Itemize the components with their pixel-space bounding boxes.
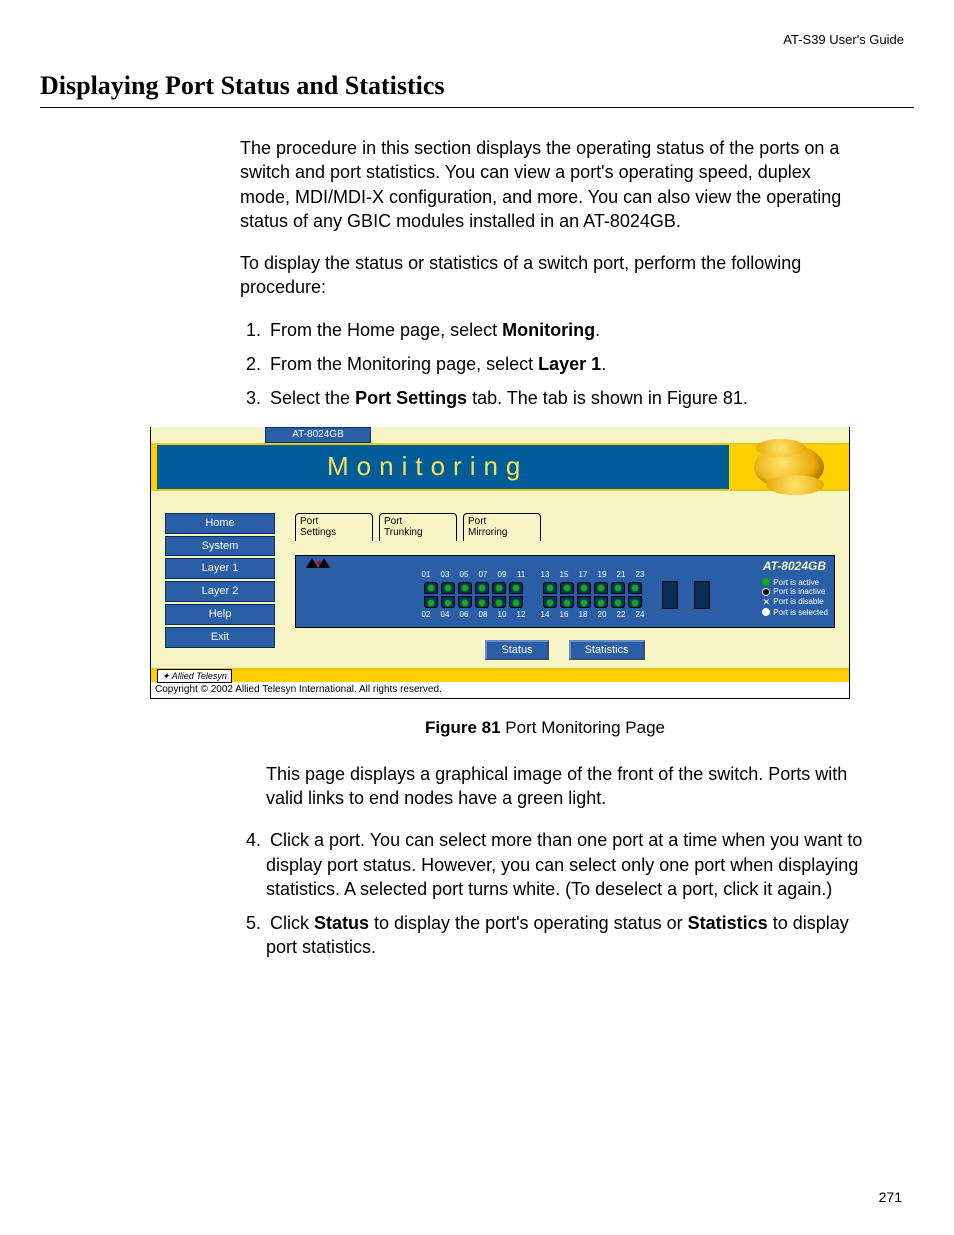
step5-c: to display the port's operating status o… <box>369 913 688 933</box>
step5-bold1: Status <box>314 913 369 933</box>
step3-text-a: Select the <box>270 388 355 408</box>
after-figure-para: This page displays a graphical image of … <box>266 762 864 811</box>
port-13[interactable] <box>543 582 557 594</box>
device-model-label: AT-8024GB <box>763 558 826 574</box>
legend-inactive-label: Port is inactive <box>773 587 825 597</box>
statistics-button[interactable]: Statistics <box>569 640 645 660</box>
globe-icon <box>729 445 849 489</box>
nav-home[interactable]: Home <box>165 513 275 534</box>
legend-selected-label: Port is selected <box>773 608 828 618</box>
gbic-slot-1[interactable] <box>662 581 678 609</box>
legend-disable-label: Port is disable <box>773 597 823 607</box>
port-08[interactable] <box>475 596 489 608</box>
port-09[interactable] <box>492 582 506 594</box>
tab-port-mirroring[interactable]: Port Mirroring <box>463 513 541 541</box>
figure-caption: Figure 81 Port Monitoring Page <box>240 717 850 740</box>
step-5: Click Status to display the port's opera… <box>266 911 864 960</box>
step1-text-a: From the Home page, select <box>270 320 502 340</box>
switch-front-panel: AT-8024GB Port is active Port is inactiv… <box>295 555 835 629</box>
port-11[interactable] <box>509 582 523 594</box>
port-07[interactable] <box>475 582 489 594</box>
legend-inactive-icon <box>762 588 770 596</box>
step1-bold: Monitoring <box>502 320 595 340</box>
allied-telesyn-logo: ✦ Allied Telesyn <box>157 669 232 683</box>
port-24[interactable] <box>628 596 642 608</box>
port-17[interactable] <box>577 582 591 594</box>
monitor-app-screenshot: AT-8024GB Monitoring Home System Layer 1… <box>150 427 850 699</box>
port-nums-bottom-left: 020406081012 <box>420 610 527 621</box>
copyright-label: Copyright © 2002 Allied Telesyn Internat… <box>151 682 849 698</box>
step5-bold2: Statistics <box>688 913 768 933</box>
nav-system[interactable]: System <box>165 536 275 557</box>
header-guide-label: AT-S39 User's Guide <box>40 32 904 47</box>
port-05[interactable] <box>458 582 472 594</box>
port-nums-top-right: 131517192123 <box>539 570 646 581</box>
port-02[interactable] <box>424 596 438 608</box>
port-10[interactable] <box>492 596 506 608</box>
port-18[interactable] <box>577 596 591 608</box>
step3-bold: Port Settings <box>355 388 467 408</box>
step-4: Click a port. You can select more than o… <box>266 828 864 901</box>
port-22[interactable] <box>611 596 625 608</box>
nav-layer2[interactable]: Layer 2 <box>165 581 275 602</box>
status-button[interactable]: Status <box>485 640 548 660</box>
legend-selected-icon <box>762 608 770 616</box>
step5-a: Click <box>270 913 314 933</box>
port-15[interactable] <box>560 582 574 594</box>
intro-para-1: The procedure in this section displays t… <box>240 136 864 233</box>
intro-para-2: To display the status or statistics of a… <box>240 251 864 300</box>
port-legend: Port is active Port is inactive ✕Port is… <box>762 578 828 618</box>
port-12[interactable] <box>509 596 523 608</box>
port-03[interactable] <box>441 582 455 594</box>
vendor-logo-icon <box>306 558 332 568</box>
port-nums-bottom-right: 141618202224 <box>539 610 646 621</box>
port-row-top-right <box>543 582 642 594</box>
step-1: From the Home page, select Monitoring. <box>266 318 864 342</box>
page-number: 271 <box>879 1189 902 1205</box>
port-row-bottom-left <box>424 596 523 608</box>
tab-port-settings[interactable]: Port Settings <box>295 513 373 541</box>
legend-active-icon <box>762 578 770 586</box>
gbic-slot-2[interactable] <box>694 581 710 609</box>
port-nums-top-left: 010305070911 <box>420 570 527 581</box>
port-01[interactable] <box>424 582 438 594</box>
port-row-bottom-right <box>543 596 642 608</box>
device-chip[interactable]: AT-8024GB <box>265 427 371 443</box>
legend-disable-icon: ✕ <box>762 597 770 608</box>
port-23[interactable] <box>628 582 642 594</box>
step2-bold: Layer 1 <box>538 354 601 374</box>
tab-port-trunking[interactable]: Port Trunking <box>379 513 457 541</box>
nav-layer1[interactable]: Layer 1 <box>165 558 275 579</box>
port-row-top-left <box>424 582 523 594</box>
step-3: Select the Port Settings tab. The tab is… <box>266 386 864 410</box>
port-06[interactable] <box>458 596 472 608</box>
nav-exit[interactable]: Exit <box>165 627 275 648</box>
figure-81: AT-8024GB Monitoring Home System Layer 1… <box>150 427 850 740</box>
port-14[interactable] <box>543 596 557 608</box>
legend-active-label: Port is active <box>773 578 819 588</box>
section-title: Displaying Port Status and Statistics <box>40 71 914 108</box>
nav-help[interactable]: Help <box>165 604 275 625</box>
step-2: From the Monitoring page, select Layer 1… <box>266 352 864 376</box>
step3-text-c: tab. The tab is shown in Figure 81. <box>467 388 748 408</box>
port-04[interactable] <box>441 596 455 608</box>
app-title: Monitoring <box>157 445 729 489</box>
port-21[interactable] <box>611 582 625 594</box>
port-19[interactable] <box>594 582 608 594</box>
step1-text-c: . <box>595 320 600 340</box>
step2-text-a: From the Monitoring page, select <box>270 354 538 374</box>
step2-text-c: . <box>601 354 606 374</box>
port-16[interactable] <box>560 596 574 608</box>
sidebar-nav: Home System Layer 1 Layer 2 Help Exit <box>165 513 275 661</box>
port-20[interactable] <box>594 596 608 608</box>
